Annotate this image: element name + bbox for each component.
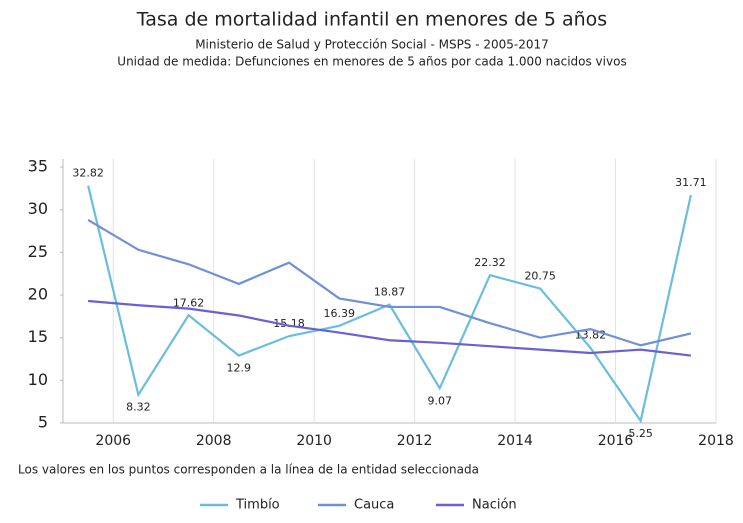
y-tick-label: 25 [28, 242, 48, 261]
data-label: 17.62 [173, 296, 205, 309]
x-tick-label: 2008 [196, 433, 232, 449]
data-label: 18.87 [374, 286, 406, 299]
footnote: Los valores en los puntos corresponden a… [18, 463, 479, 477]
x-tick-label: 2012 [397, 433, 433, 449]
unit-note: Unidad de medida: Defunciones en menores… [117, 55, 626, 69]
data-label: 9.07 [427, 394, 452, 407]
x-tick-label: 2014 [497, 433, 533, 449]
y-tick-label: 15 [28, 327, 48, 346]
chart-title: Tasa de mortalidad infantil en menores d… [136, 9, 607, 31]
series-line [87, 218, 692, 347]
data-label: 22.32 [474, 256, 506, 269]
x-tick-label: 2018 [698, 433, 734, 449]
data-label: 12.9 [227, 362, 252, 375]
data-label: 31.71 [675, 176, 707, 189]
legend-label: Cauca [354, 498, 394, 513]
series-line [88, 299, 692, 357]
data-label: 5.25 [628, 427, 653, 440]
data-label: 20.75 [524, 270, 556, 283]
y-tick-label: 10 [28, 370, 48, 389]
y-tick-label: 35 [28, 157, 48, 176]
data-label: 32.82 [72, 167, 104, 180]
x-tick-label: 2016 [598, 433, 634, 449]
legend-label: Timbío [235, 498, 280, 513]
x-tick-label: 2010 [296, 433, 332, 449]
y-tick-label: 5 [38, 413, 48, 432]
y-tick-label: 20 [28, 285, 48, 304]
y-tick-label: 30 [28, 199, 48, 218]
data-label: 16.39 [324, 307, 356, 320]
chart-subtitle: Ministerio de Salud y Protección Social … [195, 38, 549, 52]
x-tick-label: 2006 [95, 433, 131, 449]
legend-label: Nación [472, 498, 517, 513]
series-line [87, 185, 692, 424]
data-label: 8.32 [126, 401, 151, 414]
